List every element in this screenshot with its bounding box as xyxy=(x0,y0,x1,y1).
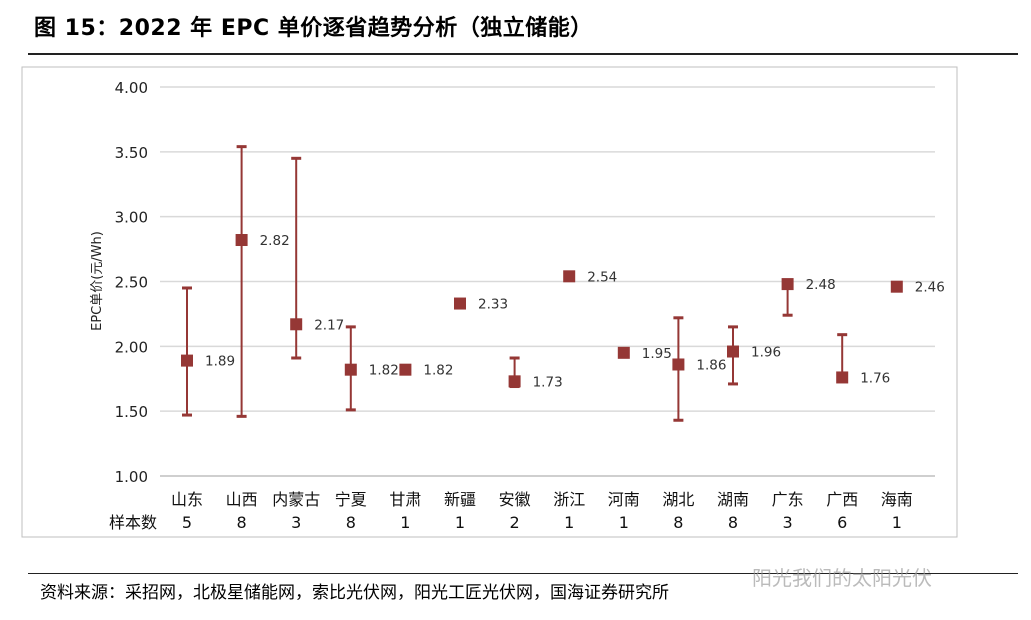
data-point xyxy=(290,318,303,331)
data-label: 1.86 xyxy=(696,357,726,373)
data-point xyxy=(344,363,357,376)
x-category-label: 海南 xyxy=(881,490,913,509)
data-label: 1.96 xyxy=(751,345,781,361)
title-divider xyxy=(28,53,1018,55)
x-category-label: 河南 xyxy=(608,490,640,509)
sample-count-label: 3 xyxy=(291,513,301,532)
figure-title: 图 15：2022 年 EPC 单价逐省趋势分析（独立储能） xyxy=(34,16,593,41)
x-category-label: 广东 xyxy=(772,490,804,509)
sample-count-label: 1 xyxy=(892,513,902,532)
y-tick-label: 2.50 xyxy=(115,274,148,292)
data-point xyxy=(727,345,739,358)
x-category-label: 广西 xyxy=(826,490,858,509)
data-point xyxy=(617,346,630,359)
data-point xyxy=(890,280,903,293)
sample-count-label: 1 xyxy=(564,513,574,532)
data-point xyxy=(454,297,466,310)
y-tick-label: 2.00 xyxy=(115,338,148,356)
x-category-label: 浙江 xyxy=(553,490,585,509)
data-label: 2.48 xyxy=(806,277,836,293)
data-point xyxy=(181,354,193,367)
sample-count-label: 8 xyxy=(673,513,683,532)
watermark: 阳光我们的太阳光伏 xyxy=(752,566,932,590)
sample-count-label: 2 xyxy=(510,513,520,532)
data-label: 1.82 xyxy=(369,363,399,379)
y-axis-label: EPC单价(元/Wh) xyxy=(90,231,105,331)
sample-count-label: 6 xyxy=(837,513,847,532)
x-category-label: 湖南 xyxy=(717,490,749,509)
sample-count-label: 8 xyxy=(346,513,356,532)
data-label: 1.95 xyxy=(642,346,672,362)
data-label: 2.17 xyxy=(314,317,344,333)
sample-count-label: 5 xyxy=(182,513,192,532)
data-label: 2.82 xyxy=(260,233,290,249)
data-point xyxy=(508,375,521,388)
x-category-label: 安徽 xyxy=(499,490,531,509)
sample-count-label: 3 xyxy=(783,513,793,532)
x-category-label: 内蒙古 xyxy=(272,490,320,509)
data-label: 1.73 xyxy=(533,374,563,390)
sample-count-label: 1 xyxy=(455,513,465,532)
data-label: 2.33 xyxy=(478,297,508,313)
y-tick-label: 1.00 xyxy=(115,468,148,486)
y-tick-label: 3.00 xyxy=(115,209,148,227)
data-point xyxy=(781,278,794,291)
y-tick-label: 1.50 xyxy=(115,403,148,421)
source-note: 资料来源：采招网，北极星储能网，索比光伏网，阳光工匠光伏网，国海证券研究所 xyxy=(40,583,669,603)
data-label: 1.82 xyxy=(423,363,453,379)
data-point xyxy=(563,270,576,283)
data-label: 1.89 xyxy=(205,354,235,370)
y-tick-label: 3.50 xyxy=(115,144,148,162)
data-label: 1.76 xyxy=(860,370,890,386)
source-divider xyxy=(28,573,1018,574)
data-point xyxy=(672,358,685,371)
sample-count-label: 8 xyxy=(728,513,738,532)
sample-count-label: 8 xyxy=(237,513,247,532)
x-category-label: 宁夏 xyxy=(335,490,367,509)
x-category-label: 甘肃 xyxy=(389,490,421,509)
data-point xyxy=(399,363,412,376)
chart-frame xyxy=(21,66,958,538)
data-label: 2.46 xyxy=(915,280,945,296)
x-category-label: 新疆 xyxy=(444,490,476,509)
data-label: 2.54 xyxy=(587,269,617,285)
x-category-label: 湖北 xyxy=(662,490,694,509)
x-category-label: 山西 xyxy=(226,490,258,509)
sample-count-label: 1 xyxy=(400,513,410,532)
sample-count-label: 1 xyxy=(619,513,629,532)
x-category-label: 山东 xyxy=(171,490,203,509)
sample-row-label: 样本数 xyxy=(109,513,157,532)
data-point xyxy=(235,234,248,247)
y-tick-label: 4.00 xyxy=(115,79,148,97)
data-point xyxy=(836,371,849,384)
